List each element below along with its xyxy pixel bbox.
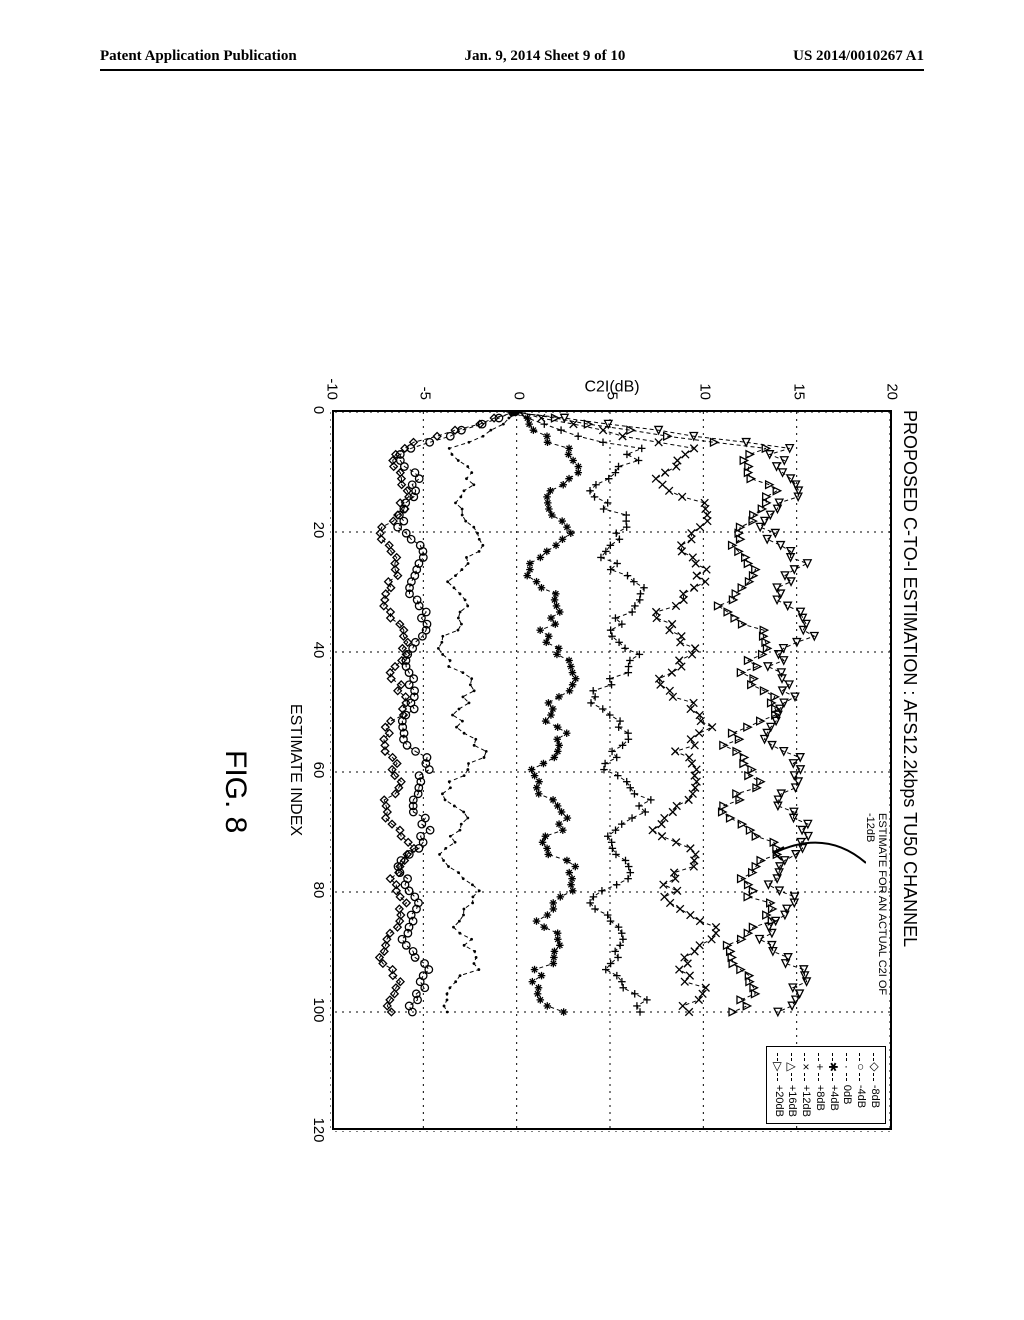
- legend-marker-icon: ▷: [772, 1053, 784, 1081]
- x-axis-label: ESTIMATE INDEX: [286, 704, 304, 836]
- y-tick-label: 20: [884, 383, 901, 400]
- rotated-chart: PROPOSED C-TO-I ESTIMATION : AFS12.2kbps…: [12, 240, 1012, 1140]
- chart-title: PROPOSED C-TO-I ESTIMATION : AFS12.2kbps…: [899, 410, 920, 947]
- legend-marker-icon: ○: [854, 1053, 866, 1081]
- legend-label: +20dB: [771, 1085, 785, 1117]
- legend-item: + +8dB: [812, 1053, 826, 1117]
- x-tick-label: 80: [310, 882, 327, 899]
- x-tick-label: 20: [310, 522, 327, 539]
- legend-item: ▷ +20dB: [771, 1053, 785, 1117]
- legend-label: -8dB: [867, 1085, 881, 1108]
- legend-marker-icon: △: [786, 1053, 798, 1081]
- y-tick-label: 15: [790, 383, 807, 400]
- legend-label: +4dB: [826, 1085, 840, 1111]
- plot-area: ESTIMATE FOR AN ACTUAL C2I OF -12dB ◇ -8d…: [332, 410, 892, 1130]
- figure-number-label: FIG. 8: [218, 750, 252, 833]
- legend-item: × +12dB: [799, 1053, 813, 1117]
- x-tick-label: 40: [310, 642, 327, 659]
- page-header: Patent Application Publication Jan. 9, 2…: [100, 48, 924, 71]
- legend-label: +8dB: [812, 1085, 826, 1111]
- legend-item: ✱ +4dB: [826, 1053, 840, 1117]
- chart-svg: [330, 412, 890, 1132]
- annotation-note: ESTIMATE FOR AN ACTUAL C2I OF -12dB: [864, 813, 888, 998]
- y-tick-label: 10: [697, 383, 714, 400]
- x-tick-label: 0: [310, 406, 327, 414]
- y-tick-label: -5: [417, 387, 434, 400]
- y-axis-label: C2I(dB): [584, 379, 639, 397]
- legend-marker-icon: +: [813, 1053, 825, 1081]
- legend-marker-icon: ✱: [827, 1053, 839, 1081]
- header-center: Jan. 9, 2014 Sheet 9 of 10: [464, 48, 625, 65]
- legend-item: ○ -4dB: [854, 1053, 868, 1117]
- legend-label: 0dB: [840, 1085, 854, 1105]
- x-tick-label: 100: [310, 997, 327, 1022]
- y-tick-label: -10: [324, 378, 341, 400]
- annotation-arrow-icon: [766, 833, 866, 893]
- legend-box: ◇ -8dB○ -4dB· 0dB✱ +4dB+ +8dB× +12dB△ +16dB▷ +20…: [766, 1046, 886, 1124]
- legend-marker-icon: ◇: [868, 1053, 880, 1081]
- y-tick-label: 0: [510, 392, 527, 400]
- figure-wrapper: PROPOSED C-TO-I ESTIMATION : AFS12.2kbps…: [62, 190, 962, 1190]
- header-left: Patent Application Publication: [100, 48, 297, 65]
- chart-container: PROPOSED C-TO-I ESTIMATION : AFS12.2kbps…: [332, 410, 892, 1130]
- legend-label: -4dB: [854, 1085, 868, 1108]
- legend-marker-icon: ·: [841, 1053, 853, 1081]
- legend-marker-icon: ×: [799, 1053, 811, 1081]
- legend-label: +16dB: [785, 1085, 799, 1117]
- legend-item: △ +16dB: [785, 1053, 799, 1117]
- x-tick-label: 60: [310, 762, 327, 779]
- legend-item: · 0dB: [840, 1053, 854, 1117]
- header-right: US 2014/0010267 A1: [793, 48, 924, 65]
- legend-label: +12dB: [799, 1085, 813, 1117]
- x-tick-label: 120: [310, 1117, 327, 1142]
- legend-item: ◇ -8dB: [867, 1053, 881, 1117]
